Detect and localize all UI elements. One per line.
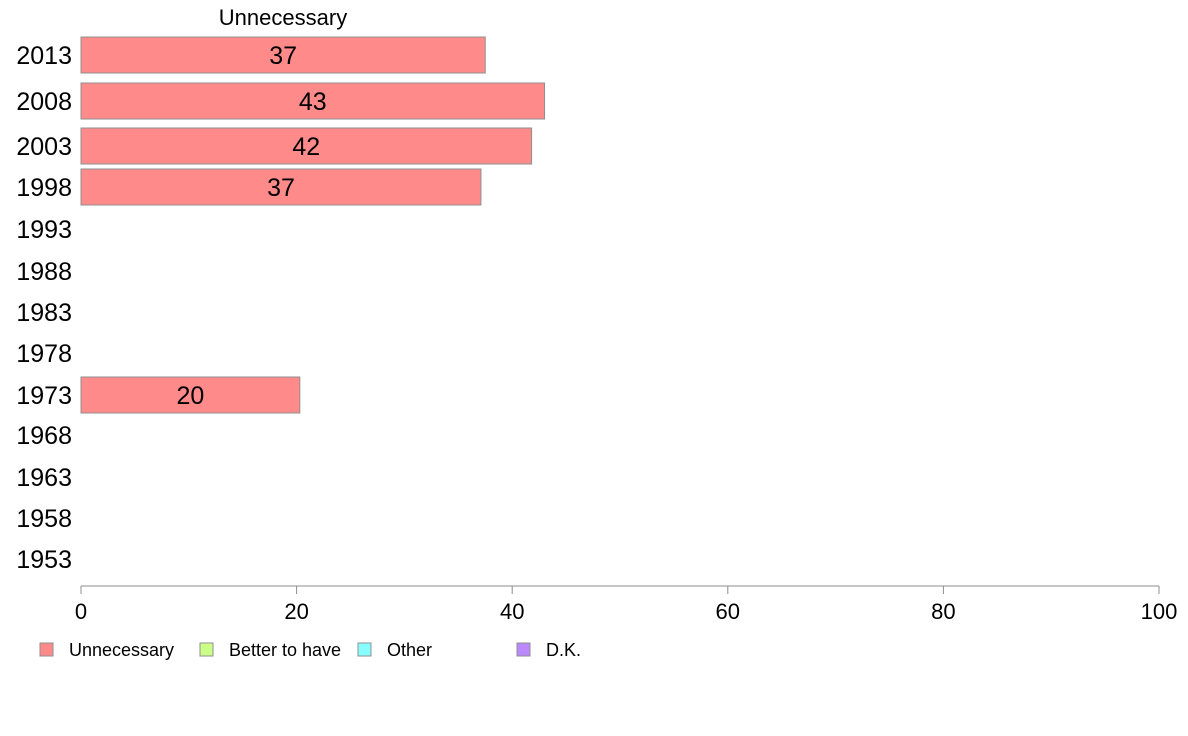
y-tick-label: 2003 [16, 133, 72, 161]
legend-swatch [199, 642, 214, 657]
y-tick-label: 1988 [16, 258, 72, 286]
y-axis-labels: 2013 2008 2003 1998 1993 1988 1983 1978 1973 1968… [16, 42, 72, 574]
y-tick-label: 1983 [16, 299, 72, 327]
legend: Unnecessary Better to have Other D.K. [39, 640, 581, 660]
legend-swatch [516, 642, 531, 657]
chart-title: Unnecessary [219, 5, 347, 30]
bar-1998 [80, 168, 482, 206]
legend-label: D.K. [546, 640, 581, 660]
bar-value-label: 43 [299, 88, 327, 116]
y-tick-label: 1968 [16, 422, 72, 450]
x-tick-label: 40 [500, 599, 524, 624]
legend-label: Unnecessary [69, 640, 174, 660]
x-axis: 0 20 40 60 80 100 [75, 585, 1178, 624]
x-tick-label: 80 [931, 599, 955, 624]
x-tick-label: 60 [716, 599, 740, 624]
legend-swatch [39, 642, 54, 657]
bar-value-label: 37 [269, 42, 297, 70]
y-tick-label: 1993 [16, 216, 72, 244]
legend-label: Better to have [229, 640, 341, 660]
bar-1973 [80, 376, 301, 414]
bar-2008 [80, 82, 546, 120]
y-tick-label: 1998 [16, 174, 72, 202]
bar-2013 [80, 36, 486, 74]
x-tick-label: 0 [75, 599, 87, 624]
y-tick-label: 1963 [16, 464, 72, 492]
bar-2003 [80, 127, 533, 165]
legend-swatch [357, 642, 372, 657]
x-tick-label: 100 [1141, 599, 1178, 624]
y-tick-label: 1953 [16, 546, 72, 574]
bar-value-label: 20 [177, 382, 205, 410]
y-tick-label: 1973 [16, 382, 72, 410]
y-tick-label: 1978 [16, 340, 72, 368]
y-tick-label: 2008 [16, 88, 72, 116]
bar-value-label: 42 [292, 133, 320, 161]
y-tick-label: 2013 [16, 42, 72, 70]
bar-value-label: 37 [267, 174, 295, 202]
y-tick-label: 1958 [16, 505, 72, 533]
x-tick-label: 20 [284, 599, 308, 624]
legend-label: Other [387, 640, 432, 660]
